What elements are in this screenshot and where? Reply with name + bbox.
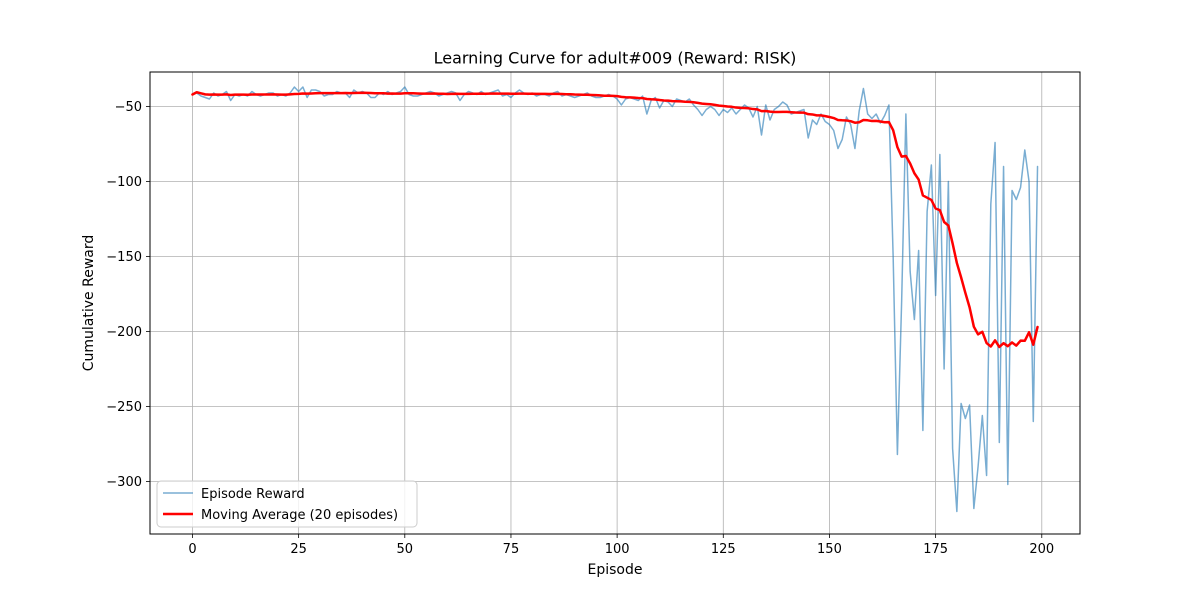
legend-box	[156, 480, 418, 528]
moving-average-line	[191, 91, 1039, 349]
legend: Episode Reward Moving Average (20 episod…	[156, 480, 418, 528]
y-tick-label: −50	[115, 100, 142, 115]
y-tick-label: −250	[106, 400, 142, 415]
x-tick-label: 175	[923, 542, 948, 557]
y-tick-label: −100	[106, 175, 142, 190]
chart-title: Learning Curve for adult#009 (Reward: RI…	[434, 49, 797, 68]
y-tick-label: −200	[106, 325, 142, 340]
y-tick-label: −150	[106, 250, 142, 265]
legend-label-episode-reward: Episode Reward	[201, 487, 305, 502]
x-tick-label: 150	[817, 542, 842, 557]
axis-ticks: 0 25 50 75 100 125 150 175 200 −300 −250 −200 −150 −1…	[106, 100, 1054, 557]
x-axis-title: Episode	[588, 562, 643, 578]
y-axis-title: Cumulative Reward	[81, 235, 97, 372]
x-tick-label: 50	[397, 542, 414, 557]
x-tick-label: 100	[605, 542, 630, 557]
plot-frame	[149, 71, 1081, 535]
y-tick-label: −300	[106, 475, 142, 490]
plot-series	[191, 86, 1039, 513]
x-tick-label: 125	[711, 542, 736, 557]
x-tick-label: 200	[1029, 542, 1054, 557]
x-tick-label: 75	[503, 542, 520, 557]
legend-label-moving-average: Moving Average (20 episodes)	[201, 508, 398, 523]
grid-lines	[150, 72, 1080, 534]
x-tick-label: 0	[188, 542, 196, 557]
x-tick-label: 25	[290, 542, 307, 557]
